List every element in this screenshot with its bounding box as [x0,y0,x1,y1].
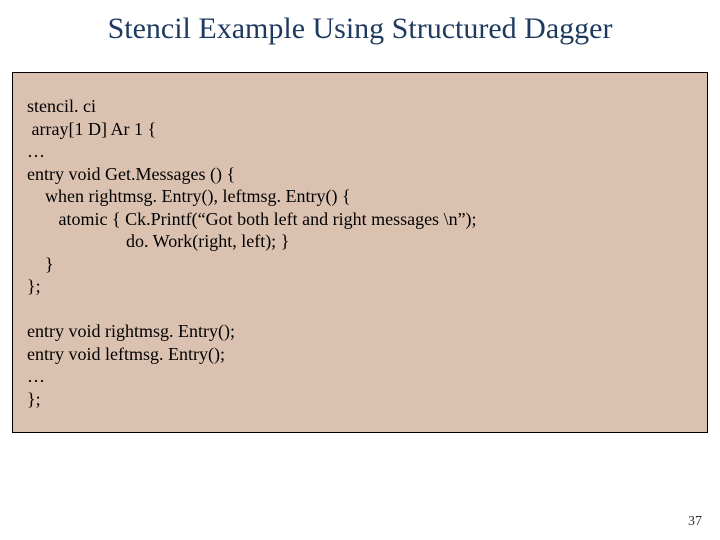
code-block: stencil. ci array[1 D] Ar 1 { … entry vo… [12,72,708,433]
code-line: when rightmsg. Entry(), leftmsg. Entry()… [27,186,351,206]
code-line: array[1 D] Ar 1 { [27,119,156,139]
code-line: entry void rightmsg. Entry(); [27,321,235,341]
code-line: stencil. ci [27,96,96,116]
code-line: atomic { Ck.Printf(“Got both left and ri… [27,209,477,229]
code-line: … [27,141,45,161]
page-number: 37 [688,514,702,530]
code-line: }; [27,389,41,409]
code-line: entry void leftmsg. Entry(); [27,344,225,364]
code-line: entry void Get.Messages () { [27,164,235,184]
code-line: do. Work(right, left); } [27,231,289,251]
code-line: … [27,366,45,386]
code-line: }; [27,276,41,296]
code-line: } [27,254,54,274]
slide-title: Stencil Example Using Structured Dagger [0,0,720,54]
